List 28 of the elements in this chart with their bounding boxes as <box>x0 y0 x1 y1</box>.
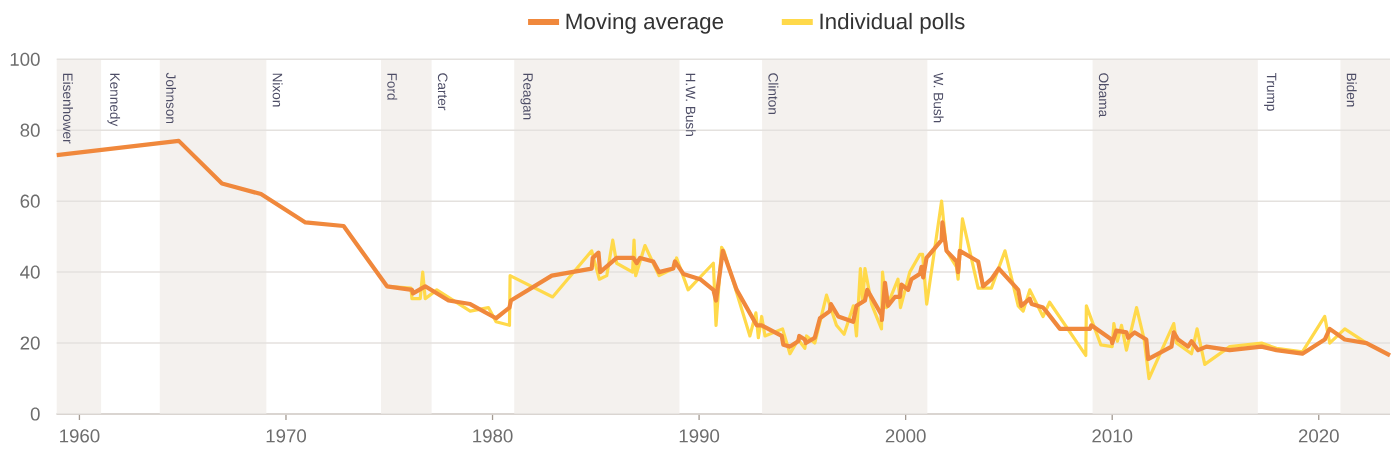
legend-label: Individual polls <box>820 12 965 34</box>
y-tick-label: 40 <box>20 265 40 279</box>
x-tick-label: 2000 <box>885 429 926 443</box>
y-tick-label: 80 <box>20 123 40 137</box>
annotation: Trump <box>1264 72 1277 111</box>
annotation: Nixon <box>272 73 283 107</box>
band-label: Eisenhower <box>62 73 73 144</box>
legend-label: Moving average <box>566 12 724 34</box>
band-label: Clinton <box>768 73 779 114</box>
band-label: Reagan <box>520 73 533 120</box>
y-tick-label: 0 <box>30 407 40 421</box>
band-label: Obama <box>1098 73 1109 118</box>
y-tick-label: 20 <box>20 336 40 350</box>
annotation: Carter <box>437 73 448 111</box>
annotation: Kennedy <box>107 73 121 127</box>
band-label: Ford <box>387 73 398 100</box>
y-tick-label: 100 <box>10 52 40 66</box>
annotation: H.W. Bush <box>685 73 696 136</box>
x-tick-label: 1990 <box>679 429 720 443</box>
x-tick-label: 2020 <box>1298 429 1339 443</box>
x-tick-label: 1980 <box>473 429 513 443</box>
y-tick-label: 60 <box>20 194 40 208</box>
x-tick-label: 2010 <box>1092 429 1133 443</box>
band-label: Johnson <box>166 72 177 124</box>
x-tick-label: 1970 <box>266 429 307 443</box>
annotation: W. Bush <box>933 72 944 123</box>
band-label: Biden <box>1346 73 1357 107</box>
x-tick-label: 1960 <box>60 429 100 443</box>
